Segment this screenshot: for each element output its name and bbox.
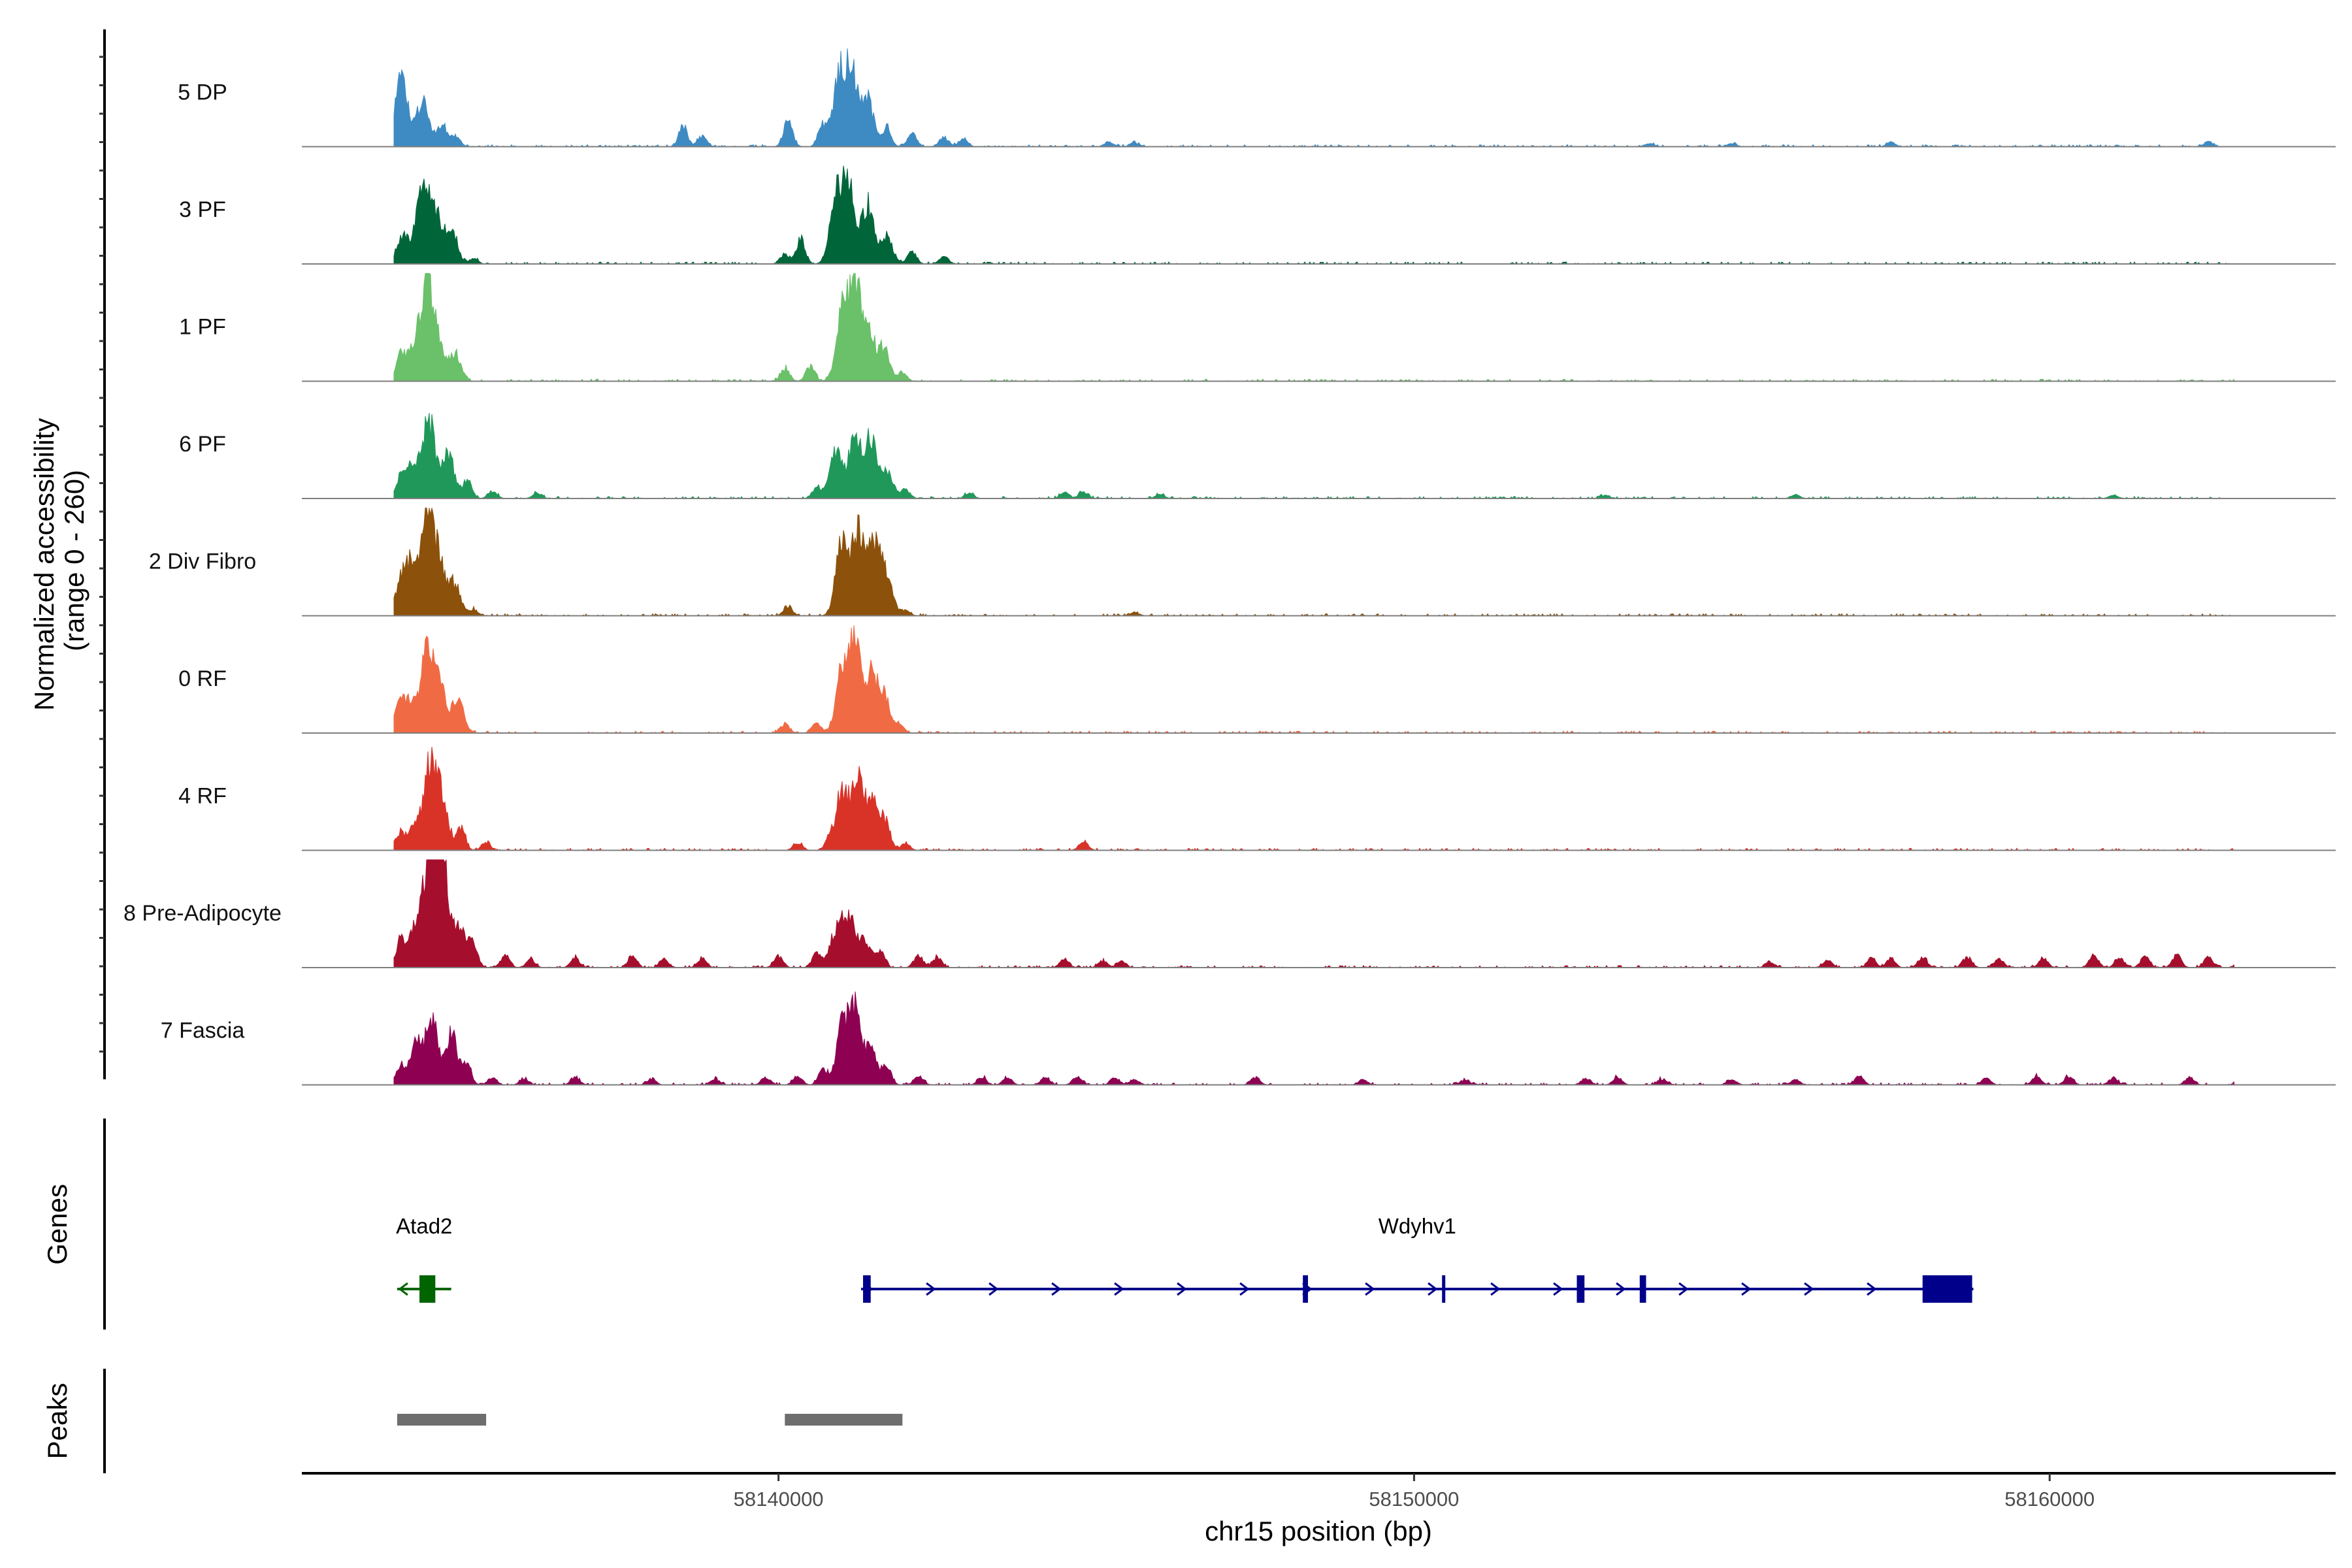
gene-exon — [863, 1275, 871, 1303]
genes-panel-label: Genes — [42, 1184, 73, 1265]
coverage-track: 2 Div Fibro — [149, 508, 2336, 617]
x-axis-tick-label: 58140000 — [734, 1488, 824, 1511]
strand-arrow — [1867, 1282, 1877, 1296]
x-axis-title: chr15 position (bp) — [1205, 1516, 1432, 1546]
x-axis-tick-label: 58160000 — [2004, 1488, 2095, 1511]
track-label: 6 PF — [179, 432, 226, 457]
strand-arrow — [1365, 1282, 1375, 1296]
track-label: 1 PF — [179, 315, 226, 340]
strand-arrow — [926, 1282, 936, 1296]
strand-arrow — [1177, 1282, 1187, 1296]
strand-arrow — [1051, 1282, 1062, 1296]
gene-exon — [419, 1275, 436, 1303]
strand-arrow — [1239, 1282, 1250, 1296]
track-label: 5 DP — [178, 80, 227, 105]
track-label: 7 Fascia — [161, 1019, 245, 1043]
coverage-track: 6 PF — [179, 413, 2336, 499]
coverage-track: 4 RF — [178, 747, 2336, 851]
coverage-y-ticks — [99, 56, 105, 1053]
track-label: 3 PF — [179, 197, 226, 222]
coverage-track: 7 Fascia — [161, 991, 2336, 1086]
track-label: 0 RF — [178, 666, 227, 691]
track-label: 2 Div Fibro — [149, 549, 256, 574]
gene: Atad2 — [396, 1214, 452, 1303]
strand-arrow — [1804, 1282, 1814, 1296]
gene-exon — [1442, 1275, 1446, 1303]
gene-exon — [1576, 1275, 1585, 1303]
x-axis-tick-label: 58150000 — [1369, 1488, 1459, 1511]
gene-track: Atad2 Wdyhv1 — [396, 1214, 1974, 1303]
coverage-tracks: 5 DP 3 PF 1 PF 6 PF 2 Div Fibro 0 RF 4 RF 8 Pre… — [99, 48, 2336, 1086]
y-axis-title-line-2: (range 0 - 260) — [59, 470, 90, 651]
strand-arrow — [1678, 1282, 1689, 1296]
peak-region — [397, 1414, 487, 1426]
strand-arrow — [1490, 1282, 1501, 1296]
peaks-panel-label: Peaks — [42, 1383, 73, 1460]
track-label: 4 RF — [178, 784, 227, 809]
gene-exon — [1303, 1275, 1308, 1303]
strand-arrow — [1741, 1282, 1752, 1296]
strand-arrow — [1428, 1282, 1438, 1296]
gene-label: Wdyhv1 — [1379, 1214, 1456, 1238]
strand-arrow — [1616, 1282, 1626, 1296]
peak-region — [785, 1414, 903, 1426]
coverage-track: 5 DP — [178, 48, 2336, 148]
peak-track — [397, 1414, 903, 1426]
strand-arrow — [1114, 1282, 1124, 1296]
coverage-track: 8 Pre-Adipocyte — [123, 859, 2336, 968]
track-label: 8 Pre-Adipocyte — [123, 901, 282, 926]
strand-arrow — [988, 1282, 999, 1296]
gene-label: Atad2 — [396, 1214, 452, 1238]
gene-exon — [1639, 1275, 1646, 1303]
coverage-track: 0 RF — [178, 625, 2336, 734]
coverage-track: 1 PF — [179, 273, 2336, 382]
gene-exon — [1922, 1275, 1972, 1303]
strand-arrow — [398, 1282, 408, 1296]
coverage-y-axis-title: Normalized accessibility (range 0 - 260) — [29, 410, 90, 711]
gene: Wdyhv1 — [861, 1214, 1974, 1303]
coverage-track: 3 PF — [179, 165, 2336, 265]
x-axis-ticks: 58140000 58150000 58160000 — [734, 1473, 2095, 1511]
strand-arrow — [1553, 1282, 1563, 1296]
y-axis-title-line-1: Normalized accessibility — [29, 418, 59, 711]
